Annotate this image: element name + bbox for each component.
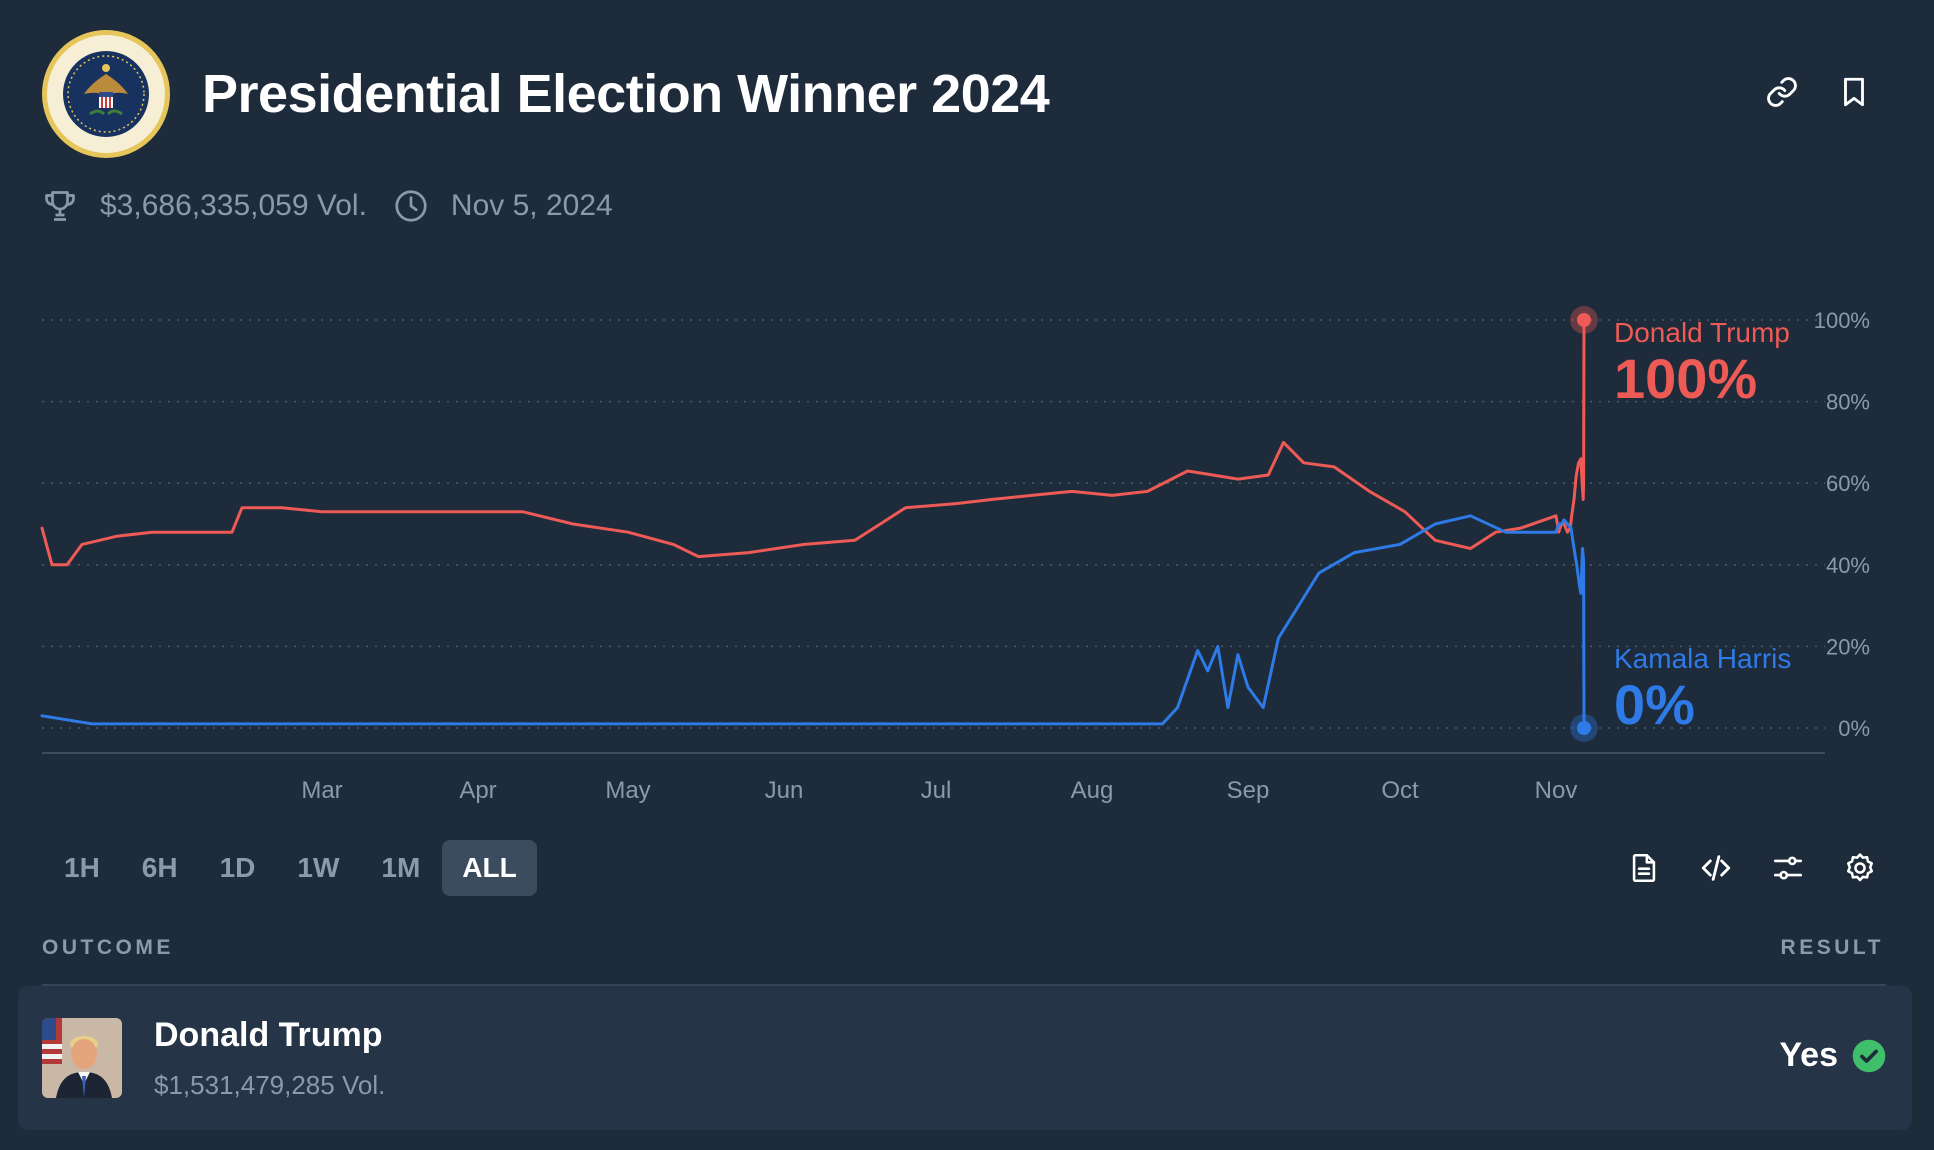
range-button-1h[interactable]: 1H bbox=[64, 852, 100, 883]
outcome-name: Donald Trump bbox=[154, 1016, 383, 1054]
total-volume: $3,686,335,059 Vol. bbox=[100, 189, 367, 222]
result-label: Yes bbox=[1779, 1036, 1838, 1074]
y-tick-label: 0% bbox=[1838, 716, 1870, 741]
x-tick-label: Sep bbox=[1227, 777, 1270, 804]
x-tick-label: Nov bbox=[1535, 777, 1578, 804]
x-tick-label: Jul bbox=[921, 777, 952, 804]
check-circle-icon bbox=[1852, 1039, 1886, 1072]
endpoint-dot bbox=[1577, 721, 1591, 735]
page-title: Presidential Election Winner 2024 bbox=[202, 64, 1050, 124]
x-tick-label: Apr bbox=[459, 777, 496, 804]
x-tick-label: May bbox=[605, 777, 650, 804]
market-meta: $3,686,335,059 Vol. Nov 5, 2024 bbox=[42, 188, 613, 224]
y-tick-label: 60% bbox=[1826, 471, 1870, 496]
range-button-1w[interactable]: 1W bbox=[297, 852, 340, 883]
endpoint-dot bbox=[1577, 313, 1591, 327]
x-tick-label: Mar bbox=[301, 777, 342, 804]
range-button-1d[interactable]: 1D bbox=[219, 852, 256, 883]
range-button-all[interactable]: ALL bbox=[442, 840, 537, 896]
price-chart: 100% 80% 60% 40% 20% 0% Mar Apr May Jun Jul Aug Sep O… bbox=[40, 306, 1870, 804]
y-tick-label: 100% bbox=[1814, 308, 1870, 333]
embed-button[interactable] bbox=[1694, 846, 1738, 890]
series-value-label: 0% bbox=[1614, 673, 1695, 736]
x-tick-label: Oct bbox=[1381, 777, 1419, 804]
link-icon bbox=[1767, 77, 1797, 107]
settings-button[interactable] bbox=[1838, 846, 1882, 890]
gear-icon bbox=[1846, 853, 1874, 882]
bookmark-icon bbox=[1844, 77, 1864, 107]
outcome-volume: $1,531,479,285 Vol. bbox=[154, 1070, 386, 1100]
avatar bbox=[42, 1018, 122, 1098]
bookmark-button[interactable] bbox=[1832, 70, 1876, 114]
document-icon bbox=[1632, 853, 1656, 883]
rules-button[interactable] bbox=[1622, 846, 1666, 890]
outcome-column-header: OUTCOME bbox=[42, 936, 174, 959]
range-button-1m[interactable]: 1M bbox=[381, 852, 421, 883]
series-line-trump bbox=[40, 318, 1586, 567]
chart-toolbar bbox=[1594, 846, 1882, 890]
x-tick-label: Jun bbox=[765, 777, 804, 804]
time-range-selector: 1H 6H 1D 1W 1M ALL bbox=[44, 840, 539, 896]
end-date: Nov 5, 2024 bbox=[450, 189, 613, 222]
result-column-header: RESULT bbox=[1780, 936, 1884, 959]
seal-icon bbox=[42, 30, 170, 158]
trophy-icon bbox=[45, 191, 75, 221]
code-icon bbox=[1701, 855, 1731, 881]
x-tick-label: Aug bbox=[1071, 777, 1114, 804]
outcome-row[interactable]: Donald Trump $1,531,479,285 Vol. Yes bbox=[18, 986, 1912, 1130]
copy-link-button[interactable] bbox=[1760, 70, 1804, 114]
range-button-6h[interactable]: 6H bbox=[141, 852, 178, 883]
divider bbox=[42, 984, 1886, 986]
series-label: Donald Trump bbox=[1614, 317, 1790, 348]
y-tick-label: 80% bbox=[1826, 390, 1870, 415]
series-line-harris bbox=[40, 514, 1586, 730]
series-value-label: 100% bbox=[1614, 347, 1757, 410]
series-label: Kamala Harris bbox=[1614, 643, 1791, 674]
chart-settings-button[interactable] bbox=[1766, 846, 1810, 890]
y-tick-label: 20% bbox=[1826, 634, 1870, 659]
sliders-icon bbox=[1773, 856, 1803, 880]
y-tick-label: 40% bbox=[1826, 553, 1870, 578]
outcome-result: Yes bbox=[1779, 1036, 1886, 1075]
clock-icon bbox=[395, 190, 427, 222]
